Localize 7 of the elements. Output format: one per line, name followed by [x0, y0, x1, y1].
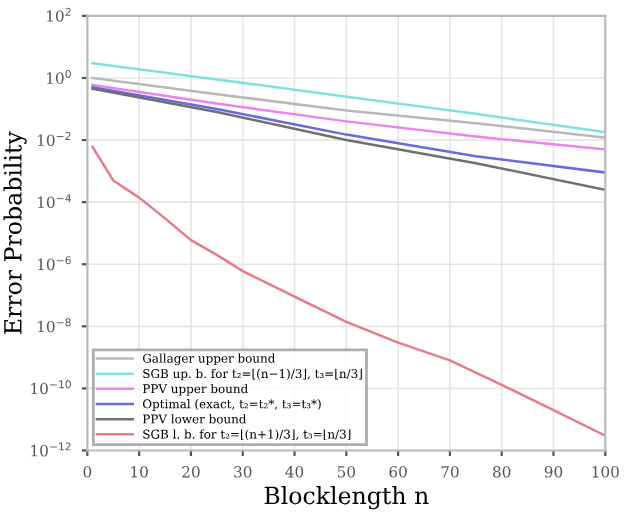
line-series [91, 86, 606, 174]
line-series [91, 87, 606, 192]
x-axis-title: Blocklength n [264, 486, 429, 510]
line-series [91, 61, 606, 134]
line-series [91, 145, 606, 437]
y-axis-title: Error Probability [3, 131, 27, 334]
line-series [91, 83, 606, 151]
